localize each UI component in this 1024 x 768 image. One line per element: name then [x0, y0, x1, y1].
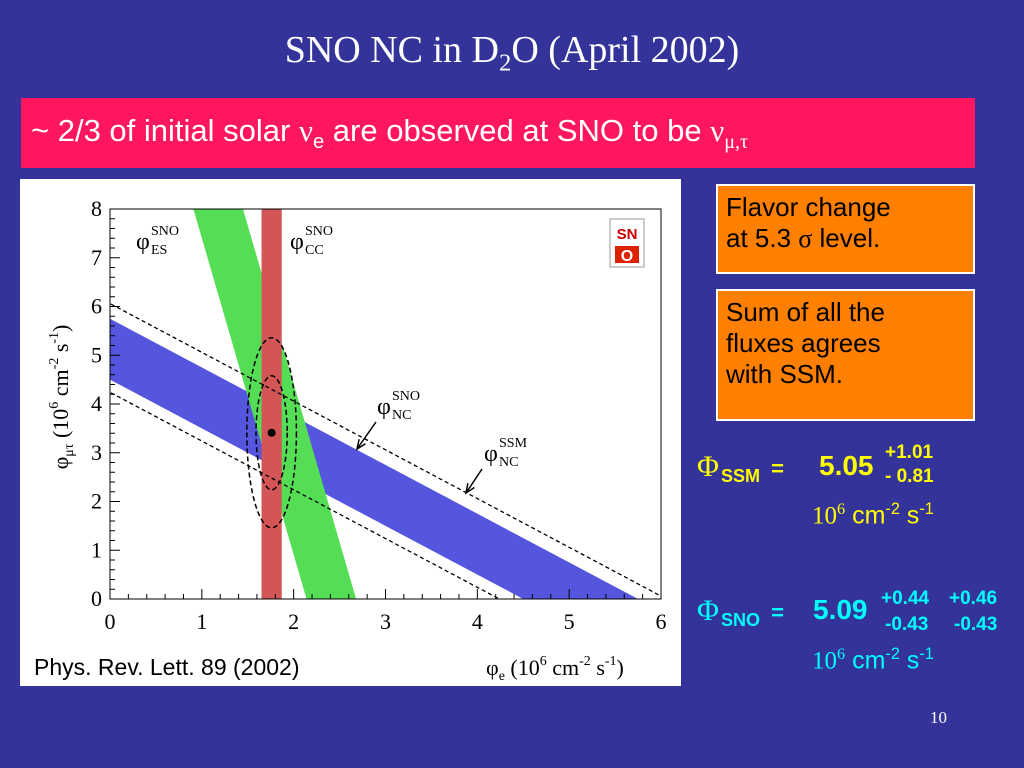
x-tick-label: 3 [380, 609, 391, 634]
sno-logo-icon: SN O [609, 218, 645, 268]
x-tick-label: 5 [564, 609, 575, 634]
sno-units: 106 cm-2 s-1 [812, 645, 934, 675]
ssm-arrow-icon [464, 468, 483, 495]
es-label-phi: φ [136, 229, 150, 255]
svg-text:O: O [621, 248, 633, 265]
ssm-units: 106 cm-2 s-1 [812, 500, 934, 530]
nc-arrow-icon-head [355, 439, 366, 451]
ssm-arrow-icon-shaft [465, 468, 483, 494]
es-label-sub: ES [151, 243, 167, 258]
y-tick-label: 0 [91, 586, 102, 611]
nu-symbol-2: ν [710, 113, 725, 148]
cc-label-phi: φ [290, 229, 304, 255]
y-tick-label: 5 [91, 342, 102, 367]
ssm-label-phi: φ [484, 441, 498, 467]
sno-minus-sys-error: -0.43 [954, 614, 998, 635]
ssm-arrow-icon-head [464, 483, 475, 495]
title-text: SNO NC in D [284, 29, 499, 71]
confidence-contour-2 [246, 336, 298, 529]
ssm-flux: Φ SSM = 5.05 +1.01 - 0.81 [697, 442, 1007, 494]
es-label: φ SNO ES [136, 224, 179, 258]
cc-band [261, 209, 282, 599]
ssm-minus-error: - 0.81 [885, 466, 934, 487]
nu-symbol: ν [298, 113, 313, 148]
svg-text:SN: SN [617, 226, 638, 243]
x-tick-label: 6 [656, 609, 667, 634]
phi-symbol: Φ [697, 450, 719, 483]
ssm-value: 5.05 [819, 450, 874, 481]
sno-label: SNO [721, 610, 761, 630]
bands-layer [110, 209, 661, 599]
banner-text-middle: are observed at SNO to be [324, 113, 711, 148]
banner: ~ 2/3 of initial solar νe are observed a… [21, 98, 975, 168]
sno-flux: Φ SNO = 5.09 +0.44 -0.43 +0.46 -0.43 [697, 588, 1017, 638]
nc-label-sub: NC [392, 408, 411, 423]
nc-label-phi: φ [377, 394, 391, 420]
phi-symbol: Φ [697, 594, 719, 627]
ticks-layer: 0 1 2 3 4 5 6 0 1 2 3 4 5 6 7 8 [91, 196, 667, 634]
nc-band [110, 318, 639, 599]
cc-label-sup: SNO [305, 224, 333, 239]
y-tick-label: 3 [91, 440, 102, 465]
es-label-sup: SNO [151, 224, 179, 239]
ssm-dashed-line-1 [110, 391, 501, 599]
y-tick-label: 7 [91, 245, 102, 270]
title-text-suffix: O (April 2002) [511, 29, 740, 71]
x-tick-label: 1 [196, 609, 207, 634]
sum-line-3: with SSM. [726, 359, 844, 389]
sum-fluxes-box: Sum of all the fluxes agrees with SSM. [716, 289, 975, 421]
page-number: 10 [930, 708, 947, 727]
sum-line-2: fluxes agrees [726, 328, 881, 358]
banner-text: ~ 2/3 of initial solar [31, 113, 299, 148]
nu-subscript-e: e [312, 131, 325, 154]
nc-label: φ SNO NC [377, 389, 420, 423]
y-tick-label: 2 [91, 489, 102, 514]
nc-label-sup: SNO [392, 389, 420, 404]
sno-plus-sys-error: +0.46 [949, 588, 998, 609]
flavor-change-box: Flavor change at 5.3 σ level. [716, 184, 975, 274]
y-tick-label: 4 [91, 391, 102, 416]
y-tick-label: 6 [91, 294, 102, 319]
y-axis-label: φμτ (106 cm-2 s-1) [47, 325, 77, 470]
sno-value: 5.09 [813, 594, 868, 625]
ssm-plus-error: +1.01 [885, 442, 934, 463]
citation: Phys. Rev. Lett. 89 (2002) [34, 654, 300, 680]
slide-title: SNO NC in D2O (April 2002) [0, 28, 1024, 78]
y-tick-label: 1 [91, 537, 102, 562]
sno-minus-stat-error: -0.43 [885, 614, 929, 635]
title-subscript: 2 [499, 49, 512, 77]
confidence-contour-1 [255, 374, 288, 491]
equals-sign: = [765, 600, 791, 625]
ssm-label-sup: SSM [499, 436, 528, 451]
x-tick-label: 0 [105, 609, 116, 634]
ssm-label: φ SSM NC [484, 436, 528, 470]
sum-line-1: Sum of all the [726, 297, 885, 327]
sigma-symbol: σ [798, 224, 813, 253]
ssm-label-sub: NC [499, 455, 518, 470]
flavor-line-1: Flavor change [726, 192, 891, 222]
best-fit-point [267, 428, 276, 437]
cc-label: φ SNO CC [290, 224, 333, 258]
cc-label-sub: CC [305, 243, 324, 258]
x-tick-label: 4 [472, 609, 483, 634]
equals-sign: = [765, 456, 791, 481]
x-tick-label: 2 [288, 609, 299, 634]
nc-arrow-icon-shaft [356, 421, 377, 450]
nu-subscript-mutau: μ,τ [724, 131, 749, 154]
y-tick-label: 8 [91, 196, 102, 221]
ssm-label: SSM [721, 466, 761, 486]
flavor-line-2: at 5.3 σ level. [726, 223, 881, 253]
x-axis-label: φe (106 cm-2 s-1) [486, 654, 624, 684]
sno-plus-stat-error: +0.44 [881, 588, 930, 609]
nc-arrow-icon [355, 421, 377, 451]
